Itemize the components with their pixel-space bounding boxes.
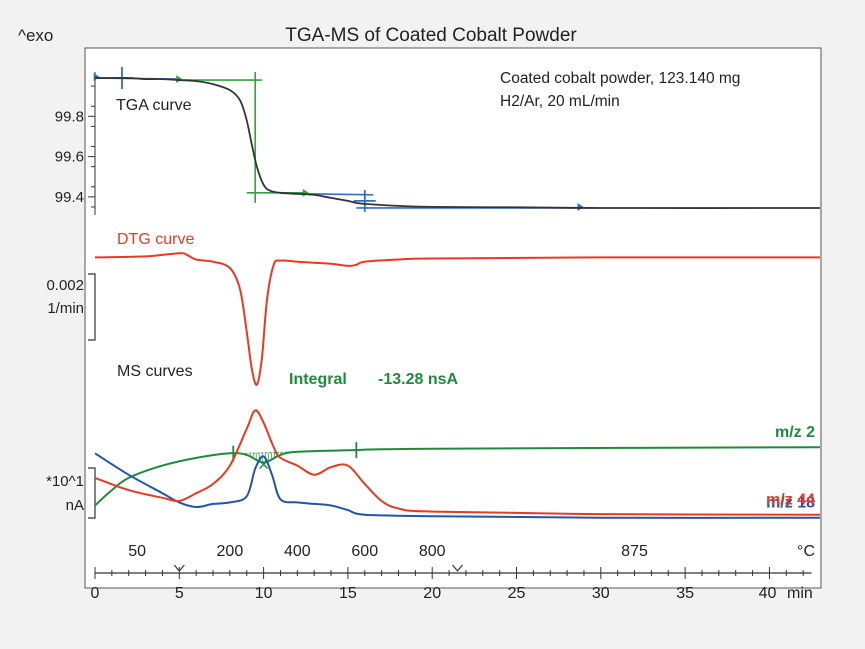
chart-title: TGA-MS of Coated Cobalt Powder <box>285 25 577 46</box>
dtg-scale-bracket <box>88 273 96 341</box>
time-tick-label: 5 <box>175 585 184 602</box>
ms-curve-m-z-2 <box>94 446 821 507</box>
temperature-label: 800 <box>419 543 446 560</box>
segment-break-marker <box>173 564 185 572</box>
time-tick-label: 20 <box>423 585 441 602</box>
temperature-label: 200 <box>217 543 244 560</box>
time-tick-label: 25 <box>508 585 526 602</box>
time-tick-label: 30 <box>592 585 610 602</box>
ms-scale-unit: nA <box>66 497 84 514</box>
time-tick-label: 35 <box>676 585 694 602</box>
time-axis: 0 5 10 15 20 25 30 35 40 min <box>91 564 813 602</box>
plot-frame <box>84 47 822 589</box>
limit-flag-marker <box>577 202 584 211</box>
ms-curve-m-z-18 <box>94 452 821 519</box>
dtg-scale-unit: 1/min <box>47 300 84 317</box>
ms-curves-label: MS curves <box>117 363 193 380</box>
tga-tick-label: 99.4 <box>55 189 84 206</box>
ms-label-m-z-18: m/z 18 <box>766 495 815 512</box>
tga-panel: 99.8 99.6 99.4 TGA curve <box>55 67 821 215</box>
segment-break-marker <box>452 564 463 572</box>
limit-flag-marker <box>176 75 183 84</box>
ms-label-m-z-44: m/z 44 <box>766 492 815 509</box>
temperature-label: 50 <box>128 543 146 560</box>
temperature-unit: °C <box>797 543 815 560</box>
sample-info-line-1: Coated cobalt powder, 123.140 mg <box>500 70 740 87</box>
dtg-curve <box>94 252 821 386</box>
ms-scale-value: *10^1 <box>46 473 84 490</box>
temperature-label: 875 <box>621 543 648 560</box>
temperature-axis: 50 200 400 600 800 875 °C <box>128 543 815 560</box>
ms-scale-bracket <box>88 467 96 519</box>
limit-flag-marker <box>93 73 100 82</box>
exo-label: ^exo <box>18 26 53 45</box>
integral-label: Integral <box>289 371 347 388</box>
tga-tick-label: 99.6 <box>55 149 84 166</box>
time-tick-label: 10 <box>255 585 273 602</box>
ms-curve-m-z-44 <box>94 409 821 516</box>
ms-panel: MS curves Integral -13.28 nsA *10^1 nA m… <box>46 363 821 519</box>
dtg-curve-label: DTG curve <box>117 231 194 248</box>
tga-curve <box>94 77 821 209</box>
dtg-panel: DTG curve 0.002 1/min <box>46 231 821 386</box>
time-unit: min <box>787 585 813 602</box>
time-tick-label: 15 <box>339 585 357 602</box>
tga-y-axis: 99.8 99.6 99.4 <box>55 72 96 215</box>
baseline-middle <box>305 193 374 196</box>
tga-curve-label: TGA curve <box>116 97 192 114</box>
temperature-label: 600 <box>351 543 378 560</box>
dtg-scale-value: 0.002 <box>46 277 84 294</box>
time-tick-label: 40 <box>759 585 777 602</box>
sample-info-line-2: H2/Ar, 20 mL/min <box>500 93 620 110</box>
ms-label-m-z-2: m/z 2 <box>775 424 815 441</box>
time-tick-label: 0 <box>91 585 100 602</box>
tga-tick-label: 99.8 <box>55 108 84 125</box>
ms-series-labels: m/z 2 m/z 18m/z 44 <box>766 424 815 512</box>
integral-value: -13.28 nsA <box>378 371 458 388</box>
temperature-label: 400 <box>284 543 311 560</box>
ms-series-lines <box>94 409 821 519</box>
